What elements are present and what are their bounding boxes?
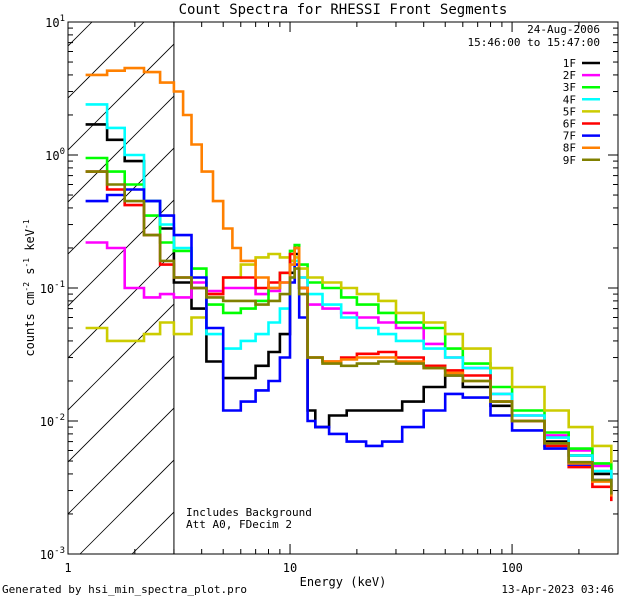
series-line-9f (85, 170, 613, 495)
hatch-line (68, 95, 174, 203)
generated-by-text: Generated by hsi_min_spectra_plot.pro (2, 583, 248, 596)
x-tick-label: 1 (64, 561, 71, 575)
legend-label-1f: 1F (563, 57, 576, 70)
hatched-region (0, 22, 174, 554)
x-tick-label: 10 (283, 561, 297, 575)
legend-label-7f: 7F (563, 130, 576, 143)
y-axis-label-sup: -1 (22, 219, 31, 229)
y-axis-label-sup: -2 (22, 282, 31, 292)
legend-label-5f: 5F (563, 105, 576, 118)
y-axis-label-sup: -1 (22, 258, 31, 268)
y-axis-label-part: counts cm (23, 292, 37, 357)
series-line-6f (85, 170, 613, 502)
series-line-5f (85, 252, 613, 464)
y-tick-label: 10-1 (40, 280, 65, 296)
series-line-8f (85, 66, 613, 497)
legend-label-8f: 8F (563, 142, 576, 155)
legend-label-2f: 2F (563, 69, 576, 82)
legend-time-range: 15:46:00 to 15:47:00 (468, 36, 600, 49)
legend-label-9f: 9F (563, 154, 576, 167)
y-tick-label: 101 (45, 14, 65, 30)
generated-timestamp: 13-Apr-2023 03:46 (501, 583, 614, 596)
legend-label-3f: 3F (563, 81, 576, 94)
hatch-line (68, 199, 174, 307)
hatch-line (68, 407, 174, 515)
hatch-line (79, 459, 174, 554)
series-line-1f (85, 123, 613, 487)
y-tick-label: 100 (45, 147, 65, 163)
legend-date: 24-Aug-2006 (527, 23, 600, 36)
y-tick-label: 10-2 (40, 413, 65, 429)
legend-label-4f: 4F (563, 93, 576, 106)
y-axis-label-part: keV (23, 229, 37, 258)
x-tick-label: 100 (501, 561, 523, 575)
chart-title: Count Spectra for RHESSI Front Segments (179, 2, 508, 18)
y-axis-label: counts cm-2 s-1 keV-1 (22, 219, 37, 356)
y-tick-label: 10-3 (40, 546, 65, 562)
tick-marks (67, 21, 619, 555)
y-axis-label-part: s (23, 268, 37, 282)
annotation-line: Att A0, FDecim 2 (186, 518, 292, 531)
annotation-line: Includes Background (186, 506, 312, 519)
series-line-7f (85, 188, 613, 495)
x-axis-label: Energy (keV) (300, 575, 387, 589)
hatch-line (0, 22, 40, 554)
legend-label-6f: 6F (563, 118, 576, 131)
